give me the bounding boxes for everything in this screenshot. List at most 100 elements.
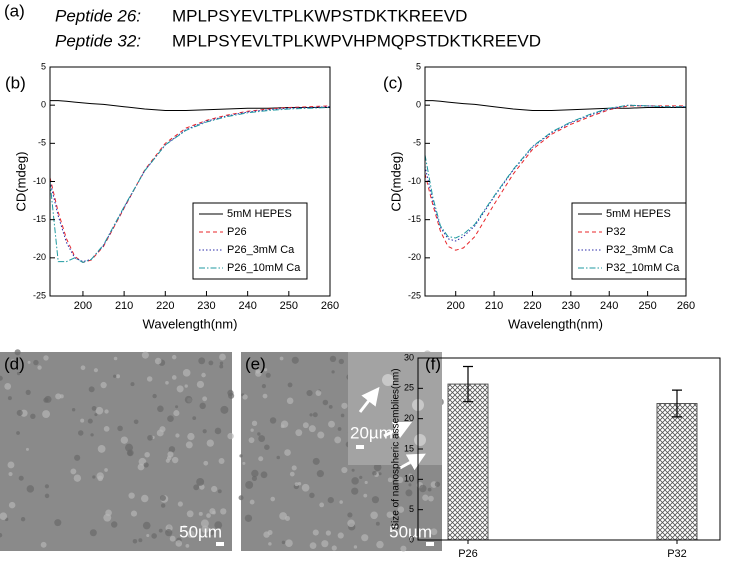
series-line <box>425 100 686 111</box>
x-tick-label: 250 <box>280 300 298 312</box>
particle <box>16 431 20 435</box>
panel-label: (a) <box>4 1 25 20</box>
particle <box>308 425 316 433</box>
particle <box>37 365 42 370</box>
particle <box>90 433 94 437</box>
peptide-name: Peptide 26: <box>55 6 141 25</box>
y-tick-label: 15 <box>404 443 414 453</box>
arrow <box>358 386 380 413</box>
y-axis-label: CD(mdeg) <box>388 152 403 212</box>
arrow <box>383 421 413 439</box>
particle <box>280 420 289 428</box>
particle <box>80 418 85 423</box>
particle <box>328 404 333 409</box>
plot-frame <box>49 66 331 297</box>
particle <box>353 545 358 549</box>
bar <box>447 383 489 541</box>
particle <box>220 405 229 414</box>
particle <box>312 529 319 536</box>
particle <box>103 425 110 432</box>
panel-label: (e) <box>245 354 266 373</box>
particle <box>185 441 193 449</box>
peptide-name: Peptide 32: <box>55 31 141 50</box>
particle <box>92 475 96 479</box>
particle <box>104 409 109 414</box>
particle <box>242 461 246 465</box>
legend-box <box>571 202 687 280</box>
particle <box>238 495 244 501</box>
particle <box>133 419 139 425</box>
x-tick-label: 210 <box>115 300 133 312</box>
bar <box>656 403 698 541</box>
particle <box>167 415 174 422</box>
particle <box>198 357 206 365</box>
particle <box>151 533 157 539</box>
particle <box>422 494 429 501</box>
particle <box>4 382 12 390</box>
particle <box>44 493 50 499</box>
x-tick-label: 200 <box>74 300 92 312</box>
y-tick-label: 20 <box>404 413 414 423</box>
particle <box>88 386 95 393</box>
particle <box>128 492 135 499</box>
particle <box>265 372 271 378</box>
particle <box>7 396 12 401</box>
particle <box>408 473 413 478</box>
particle <box>54 519 62 527</box>
particle <box>18 475 24 481</box>
particle <box>268 542 272 546</box>
particle <box>182 524 187 529</box>
y-tick-label: 5 <box>416 61 421 71</box>
particle <box>143 462 149 468</box>
x-tick-label: 260 <box>677 300 695 312</box>
particle <box>396 476 404 484</box>
particle <box>255 368 261 374</box>
particle <box>111 521 118 528</box>
particle <box>249 499 255 505</box>
particle <box>138 538 143 543</box>
particle <box>251 469 259 478</box>
particle <box>372 470 377 476</box>
particle <box>430 528 438 536</box>
y-tick-label: -25 <box>33 290 46 300</box>
particle <box>171 456 179 464</box>
particle <box>70 468 77 475</box>
particle <box>306 389 313 397</box>
particle <box>16 409 23 416</box>
particle <box>87 418 93 424</box>
peptide-sequence: MPLPSYEVLTPLKWPVHPMQPSTDKTKREEVD <box>172 31 541 50</box>
particle <box>419 484 427 493</box>
particle <box>291 465 297 471</box>
particle <box>202 396 208 402</box>
particle <box>363 493 368 498</box>
particle <box>95 406 104 415</box>
legend-label: 5mM HEPES <box>606 208 671 220</box>
particle <box>120 436 129 444</box>
series-line <box>49 106 331 263</box>
particle <box>316 470 324 478</box>
particle <box>25 389 31 395</box>
y-tick-label: -15 <box>408 214 421 224</box>
y-tick-label: -20 <box>33 252 46 262</box>
particle <box>331 545 337 551</box>
panel-label: (d) <box>4 354 25 373</box>
particle <box>165 380 169 385</box>
micrograph <box>0 352 232 551</box>
particle <box>196 477 205 486</box>
particle <box>325 530 332 536</box>
particle <box>206 513 211 518</box>
particle <box>208 360 214 366</box>
y-tick-label: 0 <box>41 100 46 110</box>
x-tick-label: 240 <box>238 300 256 312</box>
y-tick-label: 5 <box>41 61 46 71</box>
particle <box>209 530 215 536</box>
particle <box>165 458 170 463</box>
particle <box>27 360 31 364</box>
scale-bar <box>356 445 364 449</box>
particle <box>160 503 166 508</box>
particle <box>169 535 176 542</box>
particle <box>203 460 209 466</box>
particle <box>113 356 118 361</box>
peptide-sequence: MPLPSYEVLTPLKWPSTDKTKREEVD <box>172 6 467 25</box>
x-tick-label: 230 <box>197 300 215 312</box>
